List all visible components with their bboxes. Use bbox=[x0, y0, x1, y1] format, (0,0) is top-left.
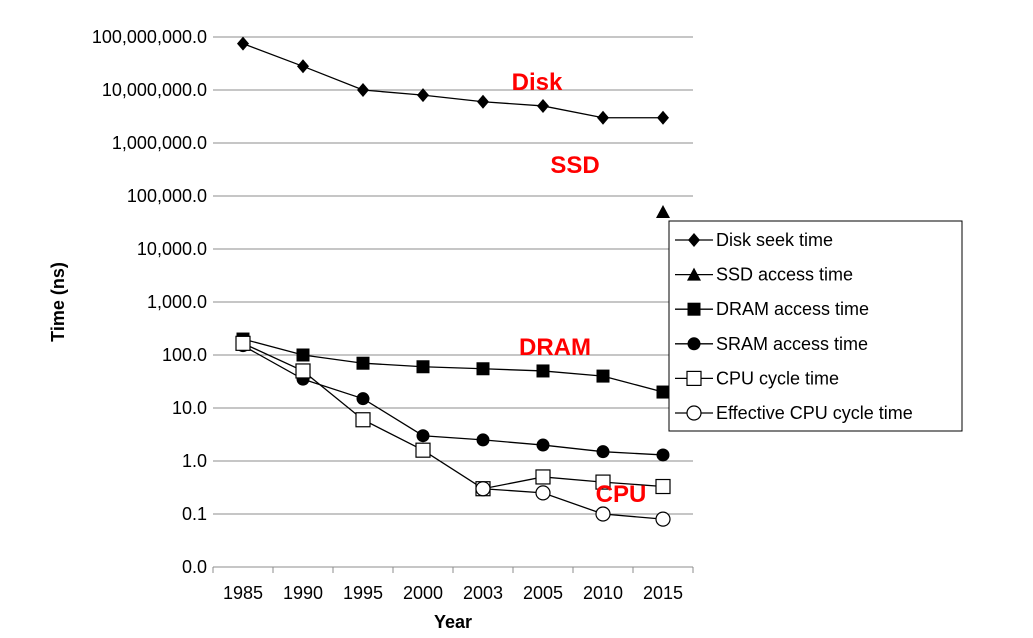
data-point bbox=[416, 360, 430, 374]
legend-label: SSD access time bbox=[716, 265, 853, 285]
y-axis-ticks: 0.0 0.1 1.0 10.0 100.0 1,000.0 10,000.0 100,000… bbox=[92, 27, 207, 577]
x-tick-label: 1985 bbox=[223, 583, 263, 603]
y-tick-label: 10,000.0 bbox=[137, 239, 207, 259]
data-point bbox=[297, 59, 309, 74]
data-point bbox=[355, 412, 371, 428]
series-5 bbox=[475, 481, 671, 527]
y-tick-label: 100,000,000.0 bbox=[92, 27, 207, 47]
series-0 bbox=[237, 36, 669, 125]
data-point bbox=[476, 433, 490, 447]
y-tick-label: 10.0 bbox=[172, 398, 207, 418]
legend-box bbox=[668, 220, 963, 432]
y-tick-label: 1,000,000.0 bbox=[112, 133, 207, 153]
x-tick-label: 2010 bbox=[583, 583, 623, 603]
series-line bbox=[482, 488, 664, 520]
y-tick-label: 1,000.0 bbox=[147, 292, 207, 312]
data-point bbox=[235, 335, 251, 351]
data-point bbox=[237, 36, 249, 51]
legend-marker bbox=[687, 302, 701, 316]
series-group bbox=[235, 36, 671, 527]
legend-item: SSD access time bbox=[675, 265, 853, 285]
y-tick-label: 0.0 bbox=[182, 557, 207, 577]
series-line bbox=[242, 345, 664, 456]
legend-item: DRAM access time bbox=[675, 299, 869, 319]
data-point bbox=[536, 364, 550, 378]
y-tick-label: 100.0 bbox=[162, 345, 207, 365]
y-tick-label: 0.1 bbox=[182, 504, 207, 524]
data-point bbox=[476, 362, 490, 376]
data-point bbox=[296, 348, 310, 362]
y-tick-label: 1.0 bbox=[182, 451, 207, 471]
legend-marker bbox=[687, 337, 701, 351]
legend-item: Effective CPU cycle time bbox=[675, 403, 913, 423]
series-line bbox=[242, 43, 663, 119]
x-tick-label: 2005 bbox=[523, 583, 563, 603]
data-point bbox=[475, 481, 491, 497]
data-point bbox=[595, 506, 611, 522]
grid bbox=[213, 36, 693, 568]
data-point bbox=[295, 363, 311, 379]
legend-marker bbox=[686, 370, 702, 386]
y-tick-label: 100,000.0 bbox=[127, 186, 207, 206]
legend-label: Effective CPU cycle time bbox=[716, 403, 913, 423]
legend-label: CPU cycle time bbox=[716, 368, 839, 388]
data-point bbox=[656, 448, 670, 462]
legend-label: Disk seek time bbox=[716, 230, 833, 250]
legend-item: SRAM access time bbox=[675, 334, 868, 354]
annotation-label: Disk bbox=[512, 69, 563, 96]
y-tick-label: 10,000,000.0 bbox=[102, 80, 207, 100]
legend: Disk seek time SSD access time DRAM access… bbox=[668, 220, 963, 432]
x-axis-ticks: 1985 1990 1995 2000 2003 2005 2010 2015 bbox=[212, 567, 694, 603]
data-point bbox=[417, 88, 429, 103]
series-line bbox=[242, 338, 664, 393]
data-point bbox=[537, 98, 549, 113]
data-point bbox=[356, 392, 370, 406]
series-1 bbox=[656, 204, 670, 218]
x-tick-label: 1995 bbox=[343, 583, 383, 603]
annotation-label: SSD bbox=[550, 152, 599, 179]
annotations: Disk SSD DRAM CPU bbox=[512, 69, 647, 508]
x-tick-label: 1990 bbox=[283, 583, 323, 603]
data-point bbox=[477, 94, 489, 109]
data-point bbox=[415, 442, 431, 458]
data-point bbox=[656, 204, 670, 218]
series-line bbox=[242, 342, 664, 490]
data-point bbox=[657, 110, 669, 125]
legend-marker bbox=[687, 267, 701, 281]
legend-item: CPU cycle time bbox=[675, 368, 839, 388]
data-point bbox=[416, 429, 430, 443]
data-point bbox=[595, 474, 611, 490]
y-axis-label: Time (ns) bbox=[48, 262, 68, 342]
x-tick-label: 2015 bbox=[643, 583, 683, 603]
legend-marker bbox=[688, 233, 700, 247]
data-point bbox=[596, 369, 610, 383]
x-axis-label: Year bbox=[434, 612, 472, 632]
annotation-label: CPU bbox=[596, 481, 647, 508]
legend-label: DRAM access time bbox=[716, 299, 869, 319]
data-point bbox=[535, 485, 551, 501]
legend-label: SRAM access time bbox=[716, 334, 868, 354]
data-point bbox=[357, 83, 369, 97]
legend-item: Disk seek time bbox=[675, 230, 833, 250]
data-point bbox=[655, 511, 671, 527]
data-point bbox=[597, 110, 609, 125]
data-point bbox=[536, 438, 550, 452]
data-point bbox=[596, 445, 610, 459]
data-point bbox=[356, 356, 370, 370]
legend-marker bbox=[686, 405, 702, 421]
data-point bbox=[655, 478, 671, 495]
data-point bbox=[656, 385, 670, 399]
annotation-label: DRAM bbox=[519, 334, 591, 361]
data-point bbox=[535, 469, 551, 485]
x-tick-label: 2000 bbox=[403, 583, 443, 603]
x-tick-label: 2003 bbox=[463, 583, 503, 603]
